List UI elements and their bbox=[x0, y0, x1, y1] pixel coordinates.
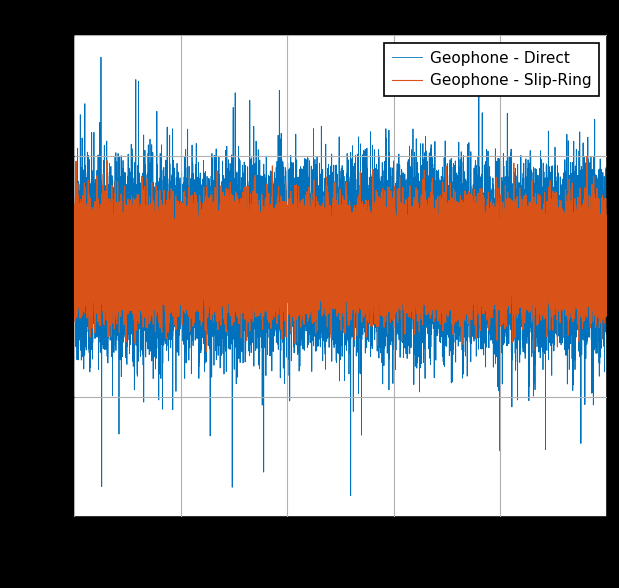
Geophone - Direct bbox=[71, 195, 78, 202]
Geophone - Direct bbox=[274, 232, 282, 239]
Geophone - Slip-Ring bbox=[71, 265, 78, 272]
Geophone - Slip-Ring bbox=[274, 260, 282, 267]
Line: Geophone - Slip-Ring: Geophone - Slip-Ring bbox=[74, 156, 607, 352]
Geophone - Direct bbox=[360, 223, 367, 230]
Legend: Geophone - Direct, Geophone - Slip-Ring: Geophone - Direct, Geophone - Slip-Ring bbox=[384, 43, 599, 96]
Geophone - Direct bbox=[391, 296, 399, 303]
Geophone - Slip-Ring bbox=[106, 273, 114, 280]
Geophone - Direct bbox=[199, 328, 206, 335]
Geophone - Slip-Ring bbox=[360, 258, 367, 265]
Geophone - Slip-Ring bbox=[465, 299, 473, 306]
Geophone - Direct bbox=[347, 492, 355, 499]
Geophone - Direct bbox=[97, 54, 105, 61]
Geophone - Slip-Ring bbox=[583, 153, 591, 160]
Geophone - Direct bbox=[465, 253, 473, 260]
Line: Geophone - Direct: Geophone - Direct bbox=[74, 57, 607, 496]
Geophone - Slip-Ring bbox=[203, 348, 210, 355]
Geophone - Direct bbox=[106, 315, 114, 322]
Geophone - Slip-Ring bbox=[603, 245, 610, 252]
Geophone - Slip-Ring bbox=[391, 291, 399, 298]
Geophone - Slip-Ring bbox=[199, 248, 206, 255]
Geophone - Direct bbox=[603, 226, 610, 233]
